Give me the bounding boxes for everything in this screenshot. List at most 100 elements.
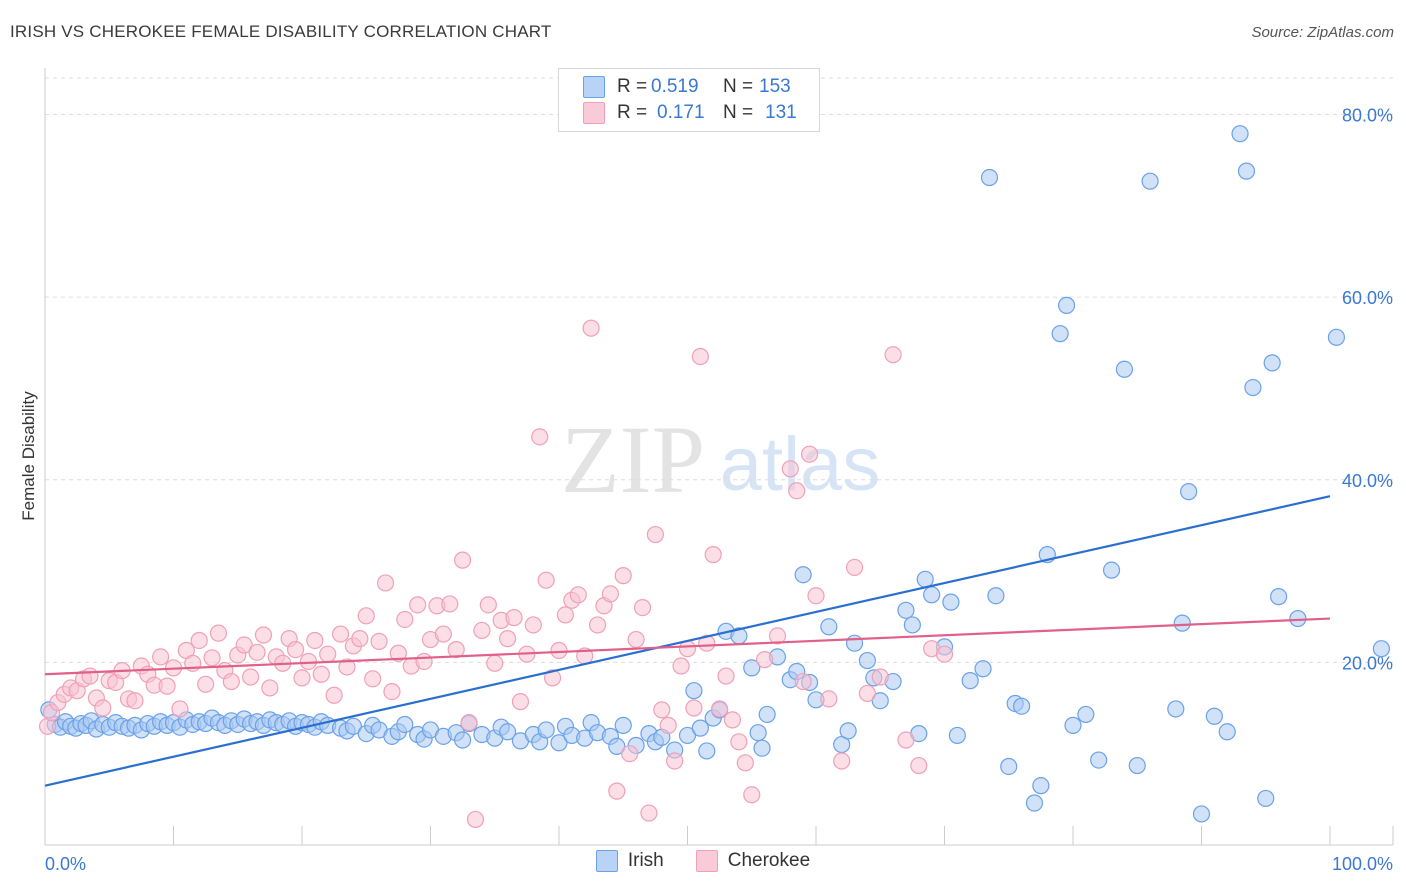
- cherokee-point: [556, 606, 575, 624]
- irish-point: [1372, 640, 1391, 658]
- cherokee-point: [788, 482, 806, 500]
- cherokee-point: [653, 701, 671, 719]
- x-tick-label: 0.0%: [45, 854, 86, 874]
- irish-point: [1032, 777, 1050, 795]
- chart-source: Source: ZipAtlas.com: [1251, 24, 1394, 41]
- cherokee-point: [81, 667, 99, 685]
- cherokee-point: [473, 621, 491, 640]
- cherokee-point: [640, 804, 658, 822]
- irish-point: [1263, 354, 1281, 372]
- irish-point: [1128, 756, 1146, 775]
- cherokee-trend-line: [44, 617, 1331, 676]
- cherokee-point: [242, 668, 260, 686]
- irish-swatch: [583, 76, 605, 98]
- cherokee-point: [550, 641, 568, 660]
- irish-point: [1289, 609, 1307, 628]
- legend-item-irish[interactable]: Irish: [595, 850, 664, 872]
- irish-point: [1141, 172, 1159, 190]
- cherokee-point: [672, 657, 690, 675]
- cherokee-point: [711, 700, 729, 718]
- cherokee-point: [717, 667, 735, 685]
- irish-point: [698, 742, 716, 760]
- cherokee-point: [633, 598, 652, 617]
- cherokee-point: [479, 596, 497, 614]
- cherokee-point: [736, 754, 754, 772]
- cherokee-point: [935, 645, 954, 663]
- irish-point: [550, 734, 568, 752]
- cherokee-point: [357, 607, 375, 625]
- irish-point: [608, 737, 626, 755]
- cherokee-point: [209, 624, 228, 642]
- cherokee-point: [306, 631, 324, 650]
- cherokee-r-value: 0.171: [657, 102, 705, 123]
- cherokee-point: [338, 658, 356, 676]
- irish-point: [1192, 805, 1211, 823]
- cherokee-point: [531, 428, 549, 446]
- cherokee-point: [171, 700, 189, 718]
- cherokee-point: [524, 616, 542, 634]
- cherokee-point: [286, 640, 305, 659]
- cherokee-point: [299, 652, 318, 671]
- irish-point: [820, 618, 838, 636]
- irish-point: [1257, 789, 1275, 808]
- irish-point: [685, 682, 703, 700]
- cherokee-point: [685, 699, 703, 717]
- irish-point: [1173, 614, 1191, 632]
- cherokee-point: [331, 625, 350, 643]
- irish-point: [1205, 707, 1223, 725]
- cherokee-point: [704, 546, 722, 564]
- cherokee-point: [152, 648, 170, 666]
- cherokee-point: [447, 640, 465, 659]
- cherokee-point: [94, 699, 112, 717]
- cherokee-point: [293, 669, 311, 687]
- series-legend: Irish Cherokee: [0, 850, 1406, 872]
- irish-point: [1269, 588, 1288, 606]
- cherokee-point: [646, 525, 664, 544]
- irish-point: [1231, 125, 1249, 143]
- cherokee-point: [755, 651, 774, 669]
- cherokee-point: [235, 636, 253, 654]
- irish-point: [1218, 723, 1236, 741]
- cherokee-point: [614, 567, 632, 585]
- irish-point: [758, 705, 776, 724]
- irish-point: [1012, 697, 1031, 715]
- cherokee-point: [434, 625, 452, 643]
- cherokee-point: [351, 630, 369, 648]
- cherokee-point: [730, 733, 748, 751]
- irish-point: [1000, 757, 1018, 776]
- irish-point: [1051, 325, 1069, 343]
- cherokee-point: [203, 649, 221, 667]
- irish-point: [743, 659, 761, 677]
- irish-point: [396, 715, 414, 734]
- cherokee-point: [325, 686, 343, 704]
- legend-item-cherokee[interactable]: Cherokee: [695, 850, 810, 872]
- cherokee-point: [364, 670, 382, 688]
- irish-point: [344, 717, 362, 735]
- cherokee-n-value: 131: [765, 102, 797, 123]
- cherokee-r-label: R =: [617, 102, 648, 123]
- cherokee-point: [858, 684, 877, 703]
- irish-point: [980, 168, 999, 187]
- irish-point: [1057, 296, 1076, 314]
- cherokee-point: [621, 745, 639, 763]
- cherokee-point: [499, 630, 517, 648]
- irish-point: [961, 672, 979, 690]
- cherokee-point: [460, 714, 478, 732]
- cherokee-point: [627, 630, 645, 649]
- irish-point: [845, 634, 864, 652]
- irish-point: [1167, 700, 1185, 718]
- cherokee-point: [389, 644, 407, 662]
- irish-point: [1244, 378, 1262, 397]
- cherokee-point: [254, 626, 273, 644]
- irish-point: [749, 724, 767, 742]
- cherokee-point: [486, 654, 504, 672]
- cherokee-point: [415, 652, 433, 671]
- legend-label-irish: Irish: [627, 850, 664, 871]
- cherokee-point: [781, 460, 799, 478]
- cherokee-point: [794, 672, 812, 691]
- cherokee-point: [588, 616, 607, 634]
- cherokee-point: [833, 752, 851, 770]
- irish-n-value: 153: [759, 76, 791, 97]
- irish-point: [1327, 328, 1346, 346]
- irish-point: [948, 726, 966, 745]
